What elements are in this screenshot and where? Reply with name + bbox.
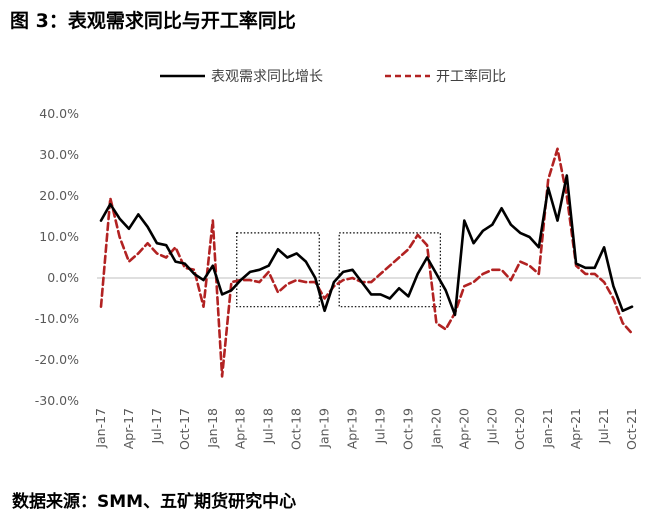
x-tick-label: Jan-19 [317, 408, 332, 449]
y-tick-label: 0.0% [47, 270, 79, 285]
x-tick-label: Jan-21 [540, 408, 555, 449]
y-tick-label: 20.0% [39, 188, 79, 203]
y-tick-label: -10.0% [35, 311, 79, 326]
x-axis: Jan-17 Apr-17 Jul-17 Oct-17 Jan-18 Apr-18 Jul-… [93, 408, 639, 450]
x-tick-label: Apr-20 [456, 408, 471, 449]
y-axis: -30.0% -20.0% -10.0% 0.0% 10.0% 20.0% 30.0% 40.… [35, 106, 79, 408]
x-tick-label: Oct-19 [400, 408, 415, 450]
series-line-demand [99, 174, 634, 317]
x-tick-label: Oct-17 [177, 408, 192, 450]
x-tick-label: Jan-20 [428, 408, 443, 449]
x-tick-label: Jan-18 [205, 408, 220, 449]
legend-label-utilization: 开工率同比 [436, 68, 506, 85]
source-note: 数据来源：SMM、五矿期货研究中心 [12, 492, 297, 512]
y-tick-label: -30.0% [35, 393, 79, 408]
x-tick-label: Oct-18 [289, 408, 304, 450]
x-tick-label: Jan-17 [93, 408, 108, 449]
figure-title: 图 3：表观需求同比与开工率同比 [10, 10, 296, 32]
x-tick-label: Jul-20 [484, 408, 499, 445]
x-tick-label: Apr-21 [568, 408, 583, 449]
x-tick-label: Apr-17 [121, 408, 136, 449]
x-tick-label: Jul-18 [261, 408, 276, 445]
annotation-boxes [236, 232, 441, 308]
y-tick-label: 10.0% [39, 229, 79, 244]
x-tick-label: Oct-20 [512, 408, 527, 450]
x-tick-label: Apr-19 [345, 408, 360, 449]
x-tick-label: Jul-17 [149, 408, 164, 445]
series-layer [99, 147, 634, 378]
y-tick-label: 30.0% [39, 147, 79, 162]
line-chart: 表观需求同比增长 开工率同比 -30.0% -20.0% -10.0% 0.0% 10.… [35, 68, 641, 450]
legend: 表观需求同比增长 开工率同比 [160, 68, 506, 85]
legend-label-demand: 表观需求同比增长 [211, 69, 323, 85]
x-tick-label: Jul-19 [372, 408, 387, 445]
y-tick-label: 40.0% [39, 106, 79, 121]
annotation-dotted-box [236, 232, 320, 308]
x-tick-label: Oct-21 [624, 408, 639, 450]
y-tick-label: -20.0% [35, 352, 79, 367]
x-tick-label: Apr-18 [233, 408, 248, 449]
x-tick-label: Jul-21 [596, 408, 611, 445]
